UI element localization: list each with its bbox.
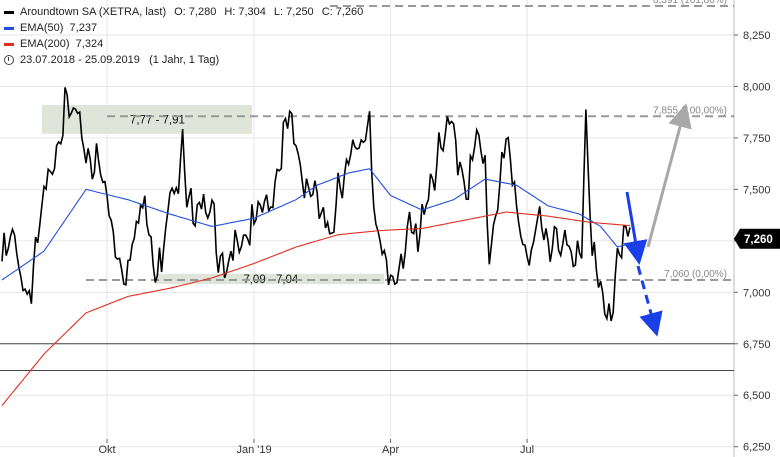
high-value: H: 7,304: [224, 6, 266, 18]
ema200-swatch-icon: [4, 42, 14, 46]
x-tick-label: Apr: [382, 444, 399, 456]
x-tick-label: Okt: [98, 444, 115, 456]
zone-label: 7,77 - 7,91: [130, 114, 185, 126]
ema200-value: 7,324: [75, 38, 104, 50]
ema50-value: 7,237: [69, 22, 98, 34]
instrument-name: Aroundtown SA (XETRA, last): [20, 6, 167, 18]
last-price-label: 7,260: [744, 234, 773, 246]
legend-ohlc-row: Aroundtown SA (XETRA, last) O: 7,280 H: …: [4, 4, 363, 20]
legend-period-row: 23.07.2018 - 25.09.2019 (1 Jahr, 1 Tag): [4, 52, 363, 68]
fibonacci-label: 7,060 (0,00%): [664, 269, 727, 280]
legend-ema200-row: EMA(200) 7,324: [4, 36, 363, 52]
x-tick-label: Jul: [520, 444, 534, 456]
y-tick-label: 7,750: [743, 133, 771, 145]
arrow-up-gray-icon: [646, 103, 692, 248]
x-tick-label: Jan '19: [236, 444, 271, 456]
support-resistance-zone: [155, 273, 385, 285]
ema50-label: EMA(50): [20, 22, 64, 34]
legend-ema50-row: EMA(50) 7,237: [4, 20, 363, 36]
support-resistance-zone: [41, 104, 252, 134]
ema200-line: [1, 211, 631, 406]
price-swatch-icon: [4, 10, 14, 14]
last-price-badge: [734, 228, 780, 249]
low-value: L: 7,250: [273, 6, 314, 18]
ema50-swatch-icon: [4, 26, 14, 30]
ema50-line: [1, 168, 631, 281]
clock-icon: [4, 55, 14, 65]
close-value: C: 7,260: [321, 6, 364, 18]
ema200-label: EMA(200): [20, 38, 70, 50]
y-tick-label: 6,250: [743, 442, 771, 454]
chart-legend: Aroundtown SA (XETRA, last) O: 7,280 H: …: [4, 4, 363, 68]
y-tick-label: 7,000: [743, 287, 771, 299]
y-tick-label: 8,250: [743, 30, 771, 42]
fibonacci-label: 7,855 (100,00%): [653, 105, 727, 116]
period-interval: (1 Jahr, 1 Tag): [149, 54, 220, 66]
arrow-down-blue-dashed-icon: [636, 265, 663, 337]
open-value: O: 7,280: [174, 6, 217, 18]
fibonacci-label: 8,391 (161,80%): [653, 0, 727, 6]
y-tick-label: 8,000: [743, 81, 771, 93]
arrow-down-blue-icon: [623, 191, 648, 265]
y-tick-label: 6,750: [743, 339, 771, 351]
y-tick-label: 7,500: [743, 184, 771, 196]
y-tick-label: 6,500: [743, 390, 771, 402]
period-range: 23.07.2018 - 25.09.2019: [20, 54, 140, 66]
